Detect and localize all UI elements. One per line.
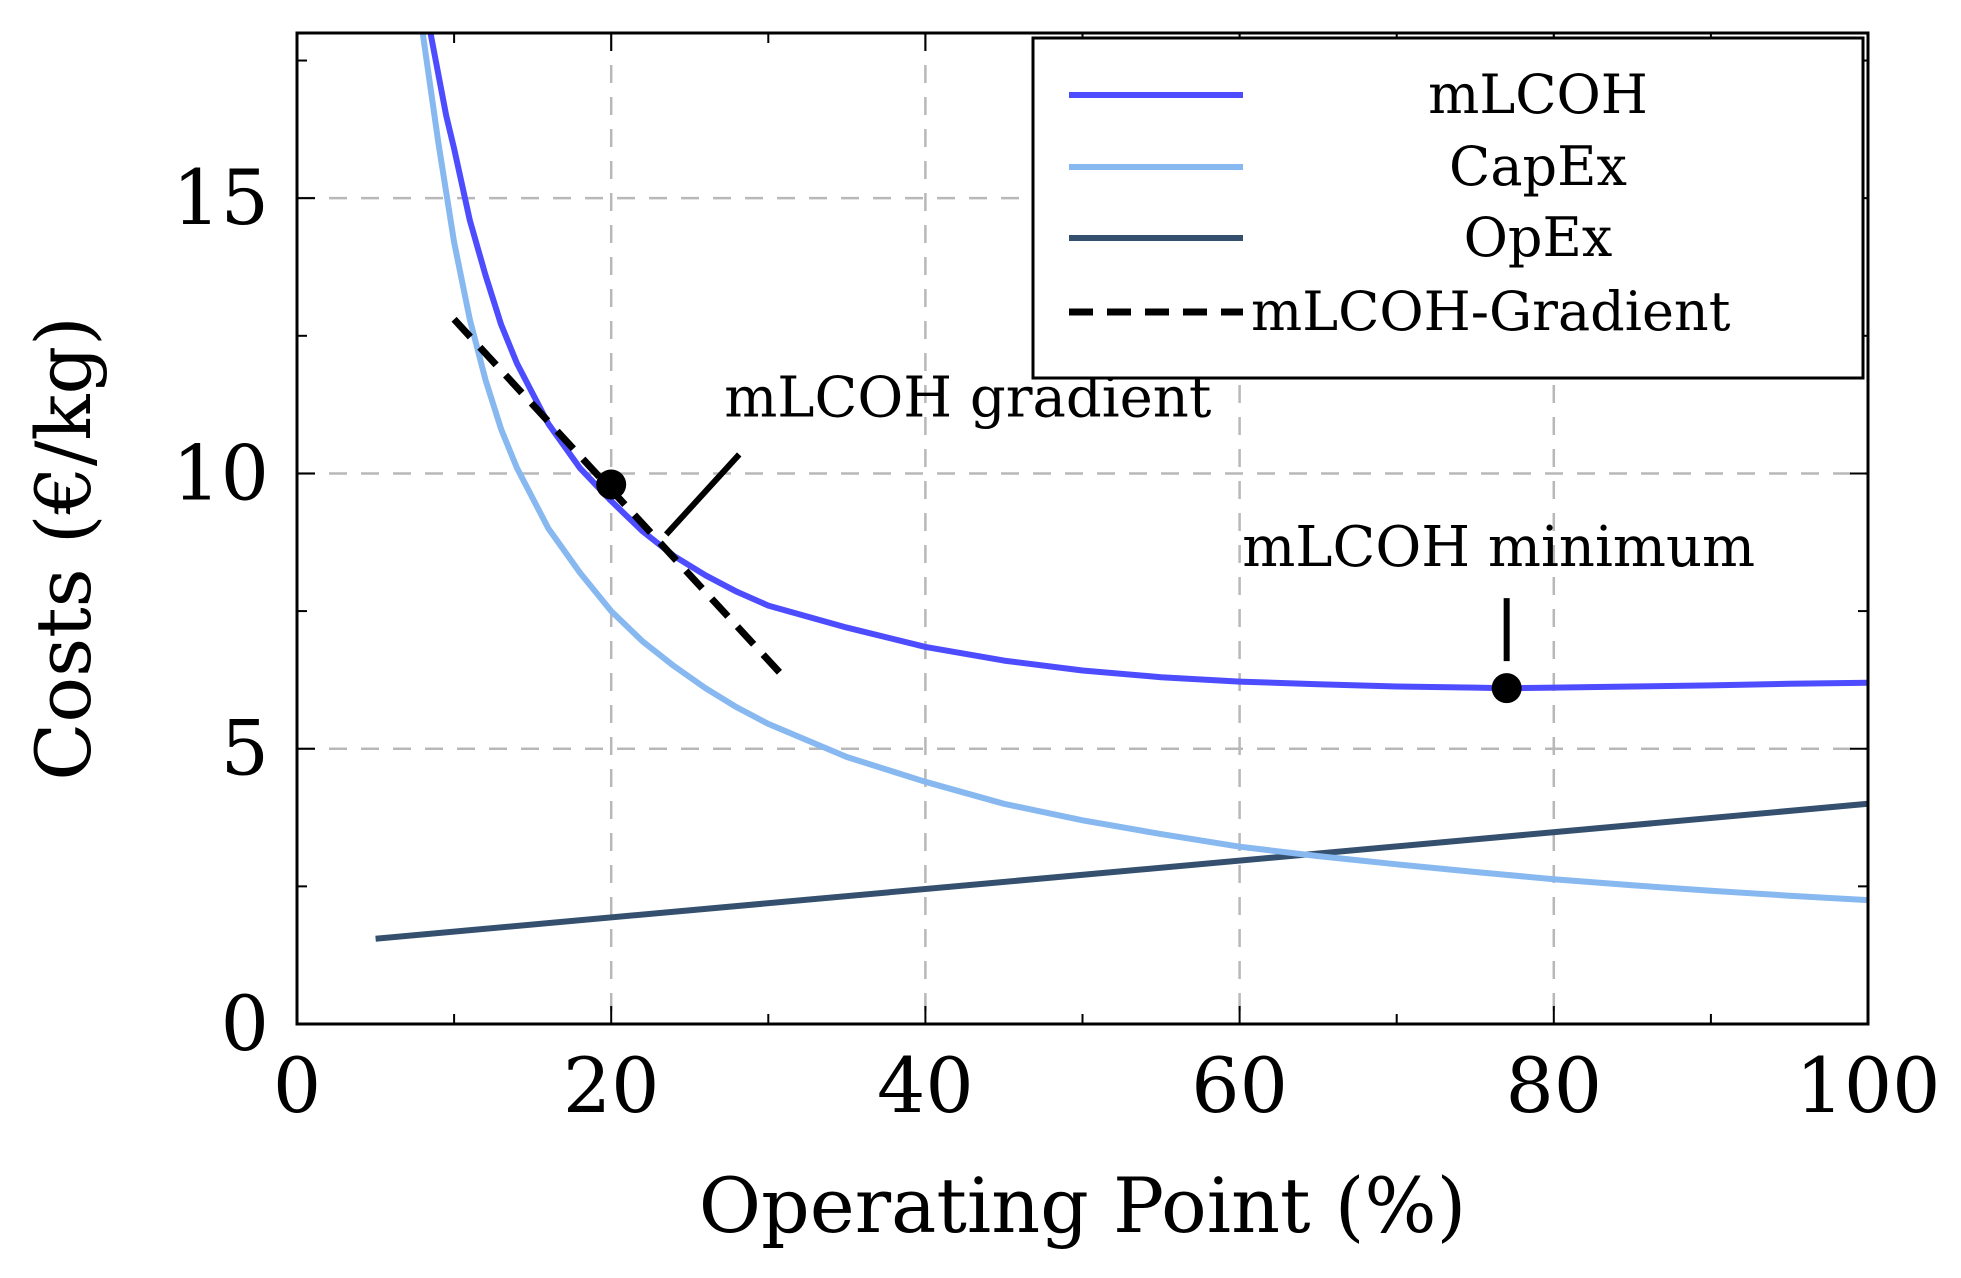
legend-label-mlcoh-gradient: mLCOH-Gradient xyxy=(1251,280,1731,343)
y-tick-label: 15 xyxy=(172,153,269,242)
x-axis-title: Operating Point (%) xyxy=(699,1161,1466,1250)
x-tick-label: 60 xyxy=(1191,1041,1288,1130)
y-tick-label: 10 xyxy=(172,428,269,517)
gradient-leader-line xyxy=(663,452,742,537)
axis-ticks: 0 20 40 60 80 100 0 5 10 15 xyxy=(172,33,1941,1130)
x-tick-label: 20 xyxy=(563,1041,660,1130)
x-tick-label: 40 xyxy=(877,1041,974,1130)
legend-label-capex: CapEx xyxy=(1449,135,1627,198)
y-axis-title: Costs (€/kg) xyxy=(19,316,108,781)
series-line-mlcoh-gradient xyxy=(451,316,787,680)
highlight-points xyxy=(596,469,1522,704)
x-tick-label: 80 xyxy=(1505,1041,1602,1130)
legend: mLCOH CapEx OpEx mLCOH-Gradient xyxy=(1031,36,1865,380)
y-tick-label: 0 xyxy=(221,979,269,1068)
minimum-annotation-label: mLCOH minimum xyxy=(1242,515,1755,580)
series-line-capex xyxy=(419,32,1869,904)
minimum-point xyxy=(1491,673,1522,704)
series-line-opex xyxy=(375,800,1869,942)
legend-label-opex: OpEx xyxy=(1464,206,1613,269)
gradient-point xyxy=(596,469,627,500)
y-tick-label: 5 xyxy=(221,704,269,793)
legend-label-mlcoh: mLCOH xyxy=(1428,63,1648,126)
series-lines xyxy=(375,32,1869,942)
x-tick-label: 100 xyxy=(1795,1041,1940,1130)
x-tick-label: 0 xyxy=(273,1041,321,1130)
axis-titles: Operating Point (%) Costs (€/kg) xyxy=(19,316,1466,1250)
